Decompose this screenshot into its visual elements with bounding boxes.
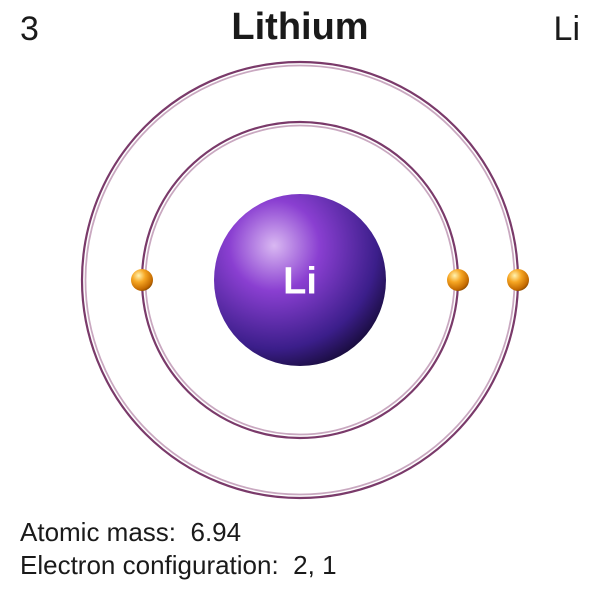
electron-config-row: Electron configuration: 2, 1 [20, 549, 337, 582]
nucleus: Li [214, 194, 386, 366]
element-name: Lithium [0, 6, 600, 49]
atomic-mass-value: 6.94 [190, 517, 241, 547]
footer-info: Atomic mass: 6.94 Electron configuration… [20, 516, 337, 581]
electron-shell1-1 [447, 269, 469, 291]
atomic-mass-label: Atomic mass: [20, 517, 176, 547]
atomic-mass-row: Atomic mass: 6.94 [20, 516, 337, 549]
atom-svg: Li [0, 45, 600, 515]
nucleus-symbol: Li [283, 260, 317, 302]
bohr-diagram: Li [0, 45, 600, 515]
element-symbol: Li [554, 10, 580, 49]
electron-config-value: 2, 1 [293, 550, 336, 580]
electron-shell1-2 [131, 269, 153, 291]
electron-shell2-1 [507, 269, 529, 291]
electron-config-label: Electron configuration: [20, 550, 279, 580]
